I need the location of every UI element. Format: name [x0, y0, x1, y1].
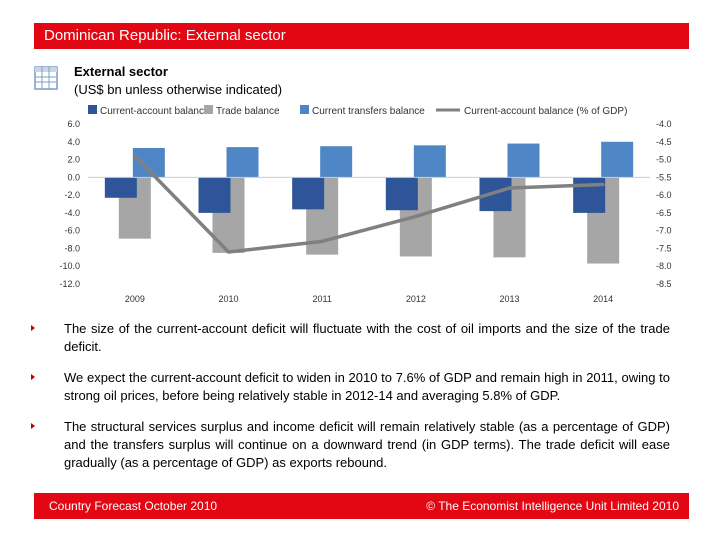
y-tick-label: -8.0: [64, 243, 80, 253]
bar-current-account-balance: [573, 177, 606, 213]
bullet-marker-icon: [31, 325, 35, 331]
line-point: [227, 250, 230, 254]
x-tick-label: 2009: [125, 294, 145, 304]
legend-swatch: [88, 105, 97, 114]
line-point: [133, 154, 137, 158]
legend-label: Current-account balance: [100, 106, 210, 117]
table-icon: [34, 66, 58, 90]
bullet-item: The size of the current-account deficit …: [31, 320, 670, 356]
footer-copyright: © The Economist Intelligence Unit Limite…: [426, 499, 679, 513]
y-tick-label: -10.0: [59, 261, 80, 271]
y-tick-label: -12.0: [59, 279, 80, 289]
x-tick-label: 2014: [593, 294, 613, 304]
bullet-marker-icon: [31, 423, 35, 429]
legend-swatch: [300, 105, 309, 114]
bullet-text: We expect the current-account deficit to…: [64, 370, 670, 403]
bar-current-account-balance: [292, 177, 325, 210]
x-tick-label: 2012: [406, 294, 426, 304]
bullet-list: The size of the current-account deficit …: [31, 320, 670, 485]
bar-current-transfers-balance: [226, 147, 259, 178]
bar-current-account-balance: [104, 177, 137, 198]
x-tick-label: 2010: [218, 294, 238, 304]
line-point: [601, 182, 605, 186]
bullet-item: The structural services surplus and inco…: [31, 418, 670, 472]
y2-tick-label: -5.0: [656, 155, 672, 165]
y2-tick-label: -7.0: [656, 226, 672, 236]
bar-current-account-balance: [385, 177, 418, 211]
bar-current-transfers-balance: [507, 143, 540, 178]
line-point: [414, 214, 418, 218]
y-tick-label: -4.0: [64, 208, 80, 218]
bar-current-account-balance: [198, 177, 231, 213]
bullet-text: The structural services surplus and inco…: [64, 419, 670, 470]
y2-tick-label: -6.5: [656, 208, 672, 218]
legend-label: Trade balance: [216, 106, 280, 117]
bar-current-transfers-balance: [320, 146, 353, 178]
y-tick-label: -6.0: [64, 226, 80, 236]
y-tick-label: 0.0: [67, 172, 80, 182]
y2-tick-label: -8.5: [656, 279, 672, 289]
bar-current-transfers-balance: [601, 141, 634, 178]
x-tick-label: 2013: [499, 294, 519, 304]
external-sector-chart: Current-account balance Trade balance Curr…: [59, 105, 672, 304]
footer-source: Country Forecast October 2010: [49, 499, 218, 513]
y-tick-label: 4.0: [67, 137, 80, 147]
y-tick-label: -2.0: [64, 190, 80, 200]
line-current-account-pct-gdp: [133, 154, 604, 254]
legend-label: Current transfers balance: [312, 106, 425, 117]
y2-tick-label: -5.5: [656, 172, 672, 182]
y2-tick-label: -7.5: [656, 243, 672, 253]
bullet-marker-icon: [31, 374, 35, 380]
chart-title: External sector: [74, 64, 168, 79]
y-tick-label: 6.0: [67, 119, 80, 129]
y-tick-label: 2.0: [67, 155, 80, 165]
chart-subtitle: (US$ bn unless otherwise indicated): [74, 82, 283, 97]
y2-tick-label: -4.0: [656, 119, 672, 129]
y2-tick-label: -4.5: [656, 137, 672, 147]
bar-current-transfers-balance: [132, 148, 165, 178]
bullet-item: We expect the current-account deficit to…: [31, 369, 670, 405]
page-title: Dominican Republic: External sector: [44, 27, 286, 44]
legend-label: Current-account balance (% of GDP): [464, 106, 627, 117]
footer-bar: Country Forecast October 2010 © The Econ…: [34, 493, 689, 519]
y2-tick-label: -8.0: [656, 261, 672, 271]
page-title-bar: Dominican Republic: External sector: [34, 23, 689, 49]
y2-tick-label: -6.0: [656, 190, 672, 200]
line-point: [320, 239, 324, 243]
bar-current-transfers-balance: [413, 145, 446, 178]
bullet-text: The size of the current-account deficit …: [64, 321, 670, 354]
line-point: [508, 186, 511, 190]
legend-swatch: [204, 105, 213, 114]
x-tick-label: 2011: [312, 294, 331, 304]
